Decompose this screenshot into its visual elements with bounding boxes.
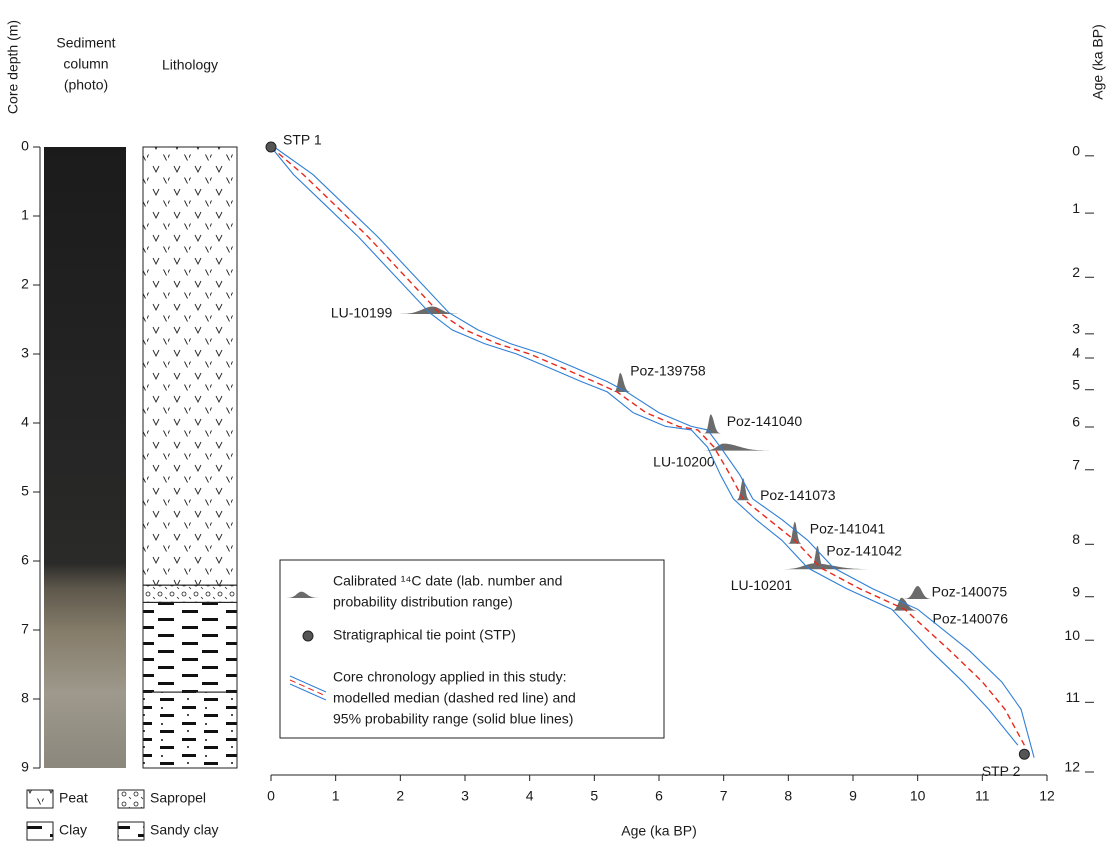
y2-tick-label: 7 xyxy=(1072,456,1080,472)
x-tick-label: 6 xyxy=(655,788,663,804)
lithology-legend-swatch xyxy=(26,789,54,809)
legend-date-icon xyxy=(287,591,319,598)
calibrated-date xyxy=(400,306,459,314)
calibrated-date xyxy=(904,586,931,599)
legend-median-icon xyxy=(289,679,327,697)
photo-header: Sediment xyxy=(56,35,115,51)
date-label: Poz-141040 xyxy=(727,413,803,429)
x-tick-label: 1 xyxy=(332,788,340,804)
y2-tick-label: 8 xyxy=(1072,531,1080,547)
date-label: LU-10201 xyxy=(731,577,793,593)
x-tick-label: 12 xyxy=(1039,788,1055,804)
date-label: LU-10199 xyxy=(331,305,393,321)
legend-range-icon xyxy=(289,675,327,693)
y2-tick-label: 10 xyxy=(1064,627,1080,643)
calibrated-date xyxy=(891,597,918,611)
lithology-unit xyxy=(142,601,238,693)
y-tick-label: 3 xyxy=(21,345,29,361)
range-line xyxy=(270,146,1019,746)
date-label: Poz-139758 xyxy=(630,363,706,379)
date-label: Poz-140075 xyxy=(932,584,1008,600)
range-line xyxy=(273,146,1035,758)
y-tick-label: 8 xyxy=(21,690,29,706)
date-label: LU-10200 xyxy=(653,453,715,469)
y-tick-label: 9 xyxy=(21,759,29,775)
y-tick-label: 6 xyxy=(21,552,29,568)
y-tick-label: 1 xyxy=(21,207,29,223)
legend: Calibrated ¹⁴C date (lab. number and prob… xyxy=(279,559,665,739)
y-tick-label: 5 xyxy=(21,483,29,499)
legend-label: Stratigraphical tie point (STP) xyxy=(333,627,516,643)
lithology-legend-swatch xyxy=(26,821,54,841)
date-label: Poz-141041 xyxy=(810,520,886,536)
y2-tick-label: 6 xyxy=(1072,414,1080,430)
y-tick-label: 7 xyxy=(21,621,29,637)
x-tick-label: 2 xyxy=(396,788,404,804)
calibrated-date xyxy=(736,478,750,501)
tie-point-label: STP 2 xyxy=(982,763,1021,779)
legend-box xyxy=(279,559,665,739)
lithology-unit xyxy=(142,146,238,586)
calibrated-date xyxy=(788,521,802,544)
y-axis-title: Core depth (m) xyxy=(5,20,21,114)
lithology-unit xyxy=(142,691,238,769)
y2-tick-label: 1 xyxy=(1072,200,1080,216)
calibrated-date xyxy=(704,443,769,451)
median-line xyxy=(270,146,1026,746)
lithology-legend-label: Sandy clay xyxy=(150,822,218,838)
y2-tick-label: 4 xyxy=(1072,345,1080,361)
legend-label: Calibrated ¹⁴C date (lab. number and xyxy=(333,573,562,589)
lithology-legend-label: Sapropel xyxy=(150,790,206,806)
x-tick-label: 11 xyxy=(975,788,990,804)
date-label: Poz-141042 xyxy=(826,543,902,559)
date-label: Poz-141073 xyxy=(760,487,836,503)
photo-header: column xyxy=(63,56,108,72)
lithology-legend-label: Peat xyxy=(59,790,88,806)
y2-tick-label: 11 xyxy=(1065,689,1080,705)
photo-header: (photo) xyxy=(64,77,108,93)
tie-point xyxy=(265,141,277,153)
x-tick-label: 3 xyxy=(461,788,469,804)
legend-tie-icon xyxy=(302,630,314,642)
y-tick-label: 4 xyxy=(21,414,29,430)
y2-tick-label: 9 xyxy=(1072,583,1080,599)
lithology-legend-swatch xyxy=(117,789,145,809)
x-tick-label: 0 xyxy=(267,788,275,804)
y2-tick-label: 3 xyxy=(1072,321,1080,337)
tie-point-label: STP 1 xyxy=(283,132,322,148)
x-axis-title: Age (ka BP) xyxy=(621,823,696,839)
x-tick-label: 10 xyxy=(910,788,926,804)
y2-tick-label: 0 xyxy=(1072,143,1080,159)
legend-label: Core chronology applied in this study: xyxy=(333,669,566,685)
date-label: Poz-140076 xyxy=(933,610,1009,626)
legend-label: modelled median (dashed red line) and xyxy=(333,690,576,706)
y2-tick-label: 2 xyxy=(1072,264,1080,280)
legend-label: 95% probability range (solid blue lines) xyxy=(333,711,573,727)
legend-range-icon xyxy=(289,683,327,701)
x-tick-label: 8 xyxy=(784,788,792,804)
y2-tick-label: 5 xyxy=(1072,376,1080,392)
y2-axis-title: Age (ka BP) xyxy=(1090,24,1106,99)
legend-label: probability distribution range) xyxy=(333,594,513,610)
y-tick-label: 0 xyxy=(21,138,29,154)
lithology-unit xyxy=(142,584,238,603)
calibrated-date xyxy=(810,545,824,568)
y2-tick-label: 12 xyxy=(1064,759,1080,775)
lithology-legend-label: Clay xyxy=(59,822,87,838)
x-tick-label: 5 xyxy=(590,788,598,804)
calibrated-date xyxy=(781,563,873,570)
x-tick-label: 4 xyxy=(526,788,534,804)
lithology-legend-swatch xyxy=(117,821,145,841)
sediment-photo xyxy=(44,147,126,768)
x-tick-label: 7 xyxy=(720,788,728,804)
lithology-header: Lithology xyxy=(162,57,218,73)
calibrated-date xyxy=(704,414,721,434)
x-tick-label: 9 xyxy=(849,788,857,804)
y-tick-label: 2 xyxy=(21,276,29,292)
tie-point xyxy=(1018,748,1030,760)
